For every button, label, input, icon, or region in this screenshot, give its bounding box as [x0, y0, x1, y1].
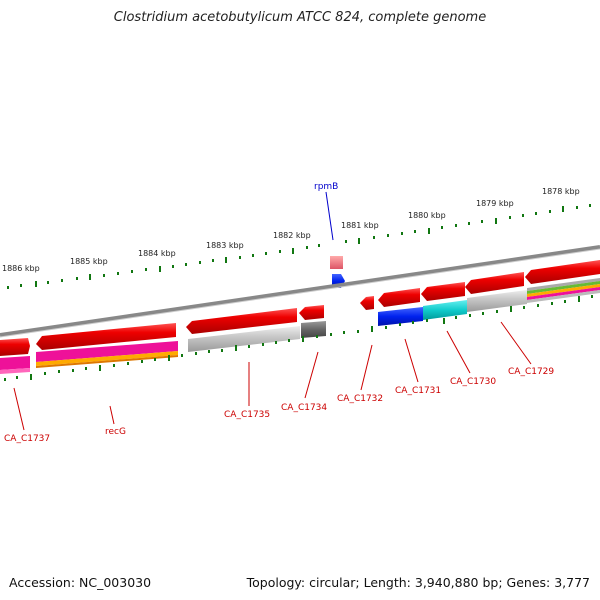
- kbp-label: 1885 kbp: [70, 257, 108, 266]
- genome-summary: Topology: circular; Length: 3,940,880 bp…: [246, 575, 590, 590]
- upper-tick-track: [7, 204, 591, 289]
- kbp-label: 1879 kbp: [476, 199, 514, 208]
- annotation-bands: [0, 278, 600, 374]
- gene-label-CA_C1732: CA_C1732: [337, 394, 383, 404]
- gene-label-CA_C1729: CA_C1729: [508, 367, 554, 377]
- accession-label: Accession: NC_003030: [9, 575, 152, 590]
- kbp-label: 1884 kbp: [138, 249, 176, 258]
- kbp-scale-labels: 1886 kbp 1885 kbp 1884 kbp 1883 kbp 1882…: [2, 187, 580, 273]
- gene-callout-lines: [13, 321, 532, 431]
- gene-label-CA_C1735: CA_C1735: [224, 410, 270, 420]
- genome-backbone: [0, 245, 600, 337]
- gene-labels[interactable]: CA_C1737 recG CA_C1735 CA_C1734 CA_C1732…: [4, 367, 554, 444]
- kbp-label: 1878 kbp: [542, 187, 580, 196]
- gene-label-recG: recG: [105, 427, 126, 437]
- map-title: Clostridium acetobutylicum ATCC 824, com…: [113, 10, 487, 25]
- kbp-label: 1880 kbp: [408, 211, 446, 220]
- kbp-label: 1883 kbp: [206, 241, 244, 250]
- kbp-label: 1881 kbp: [341, 221, 379, 230]
- kbp-label: 1886 kbp: [2, 264, 40, 273]
- gene-label-CA_C1734: CA_C1734: [281, 403, 327, 413]
- gene-label-CA_C1737: CA_C1737: [4, 434, 50, 444]
- rpmB-feature[interactable]: rpmB: [314, 182, 345, 288]
- gene-label-CA_C1731: CA_C1731: [395, 386, 441, 396]
- gene-track-red[interactable]: [0, 260, 600, 356]
- gene-label-CA_C1730: CA_C1730: [450, 377, 496, 387]
- gene-label-rpmB: rpmB: [314, 182, 338, 192]
- kbp-label: 1882 kbp: [273, 231, 311, 240]
- lower-tick-track: [4, 295, 593, 381]
